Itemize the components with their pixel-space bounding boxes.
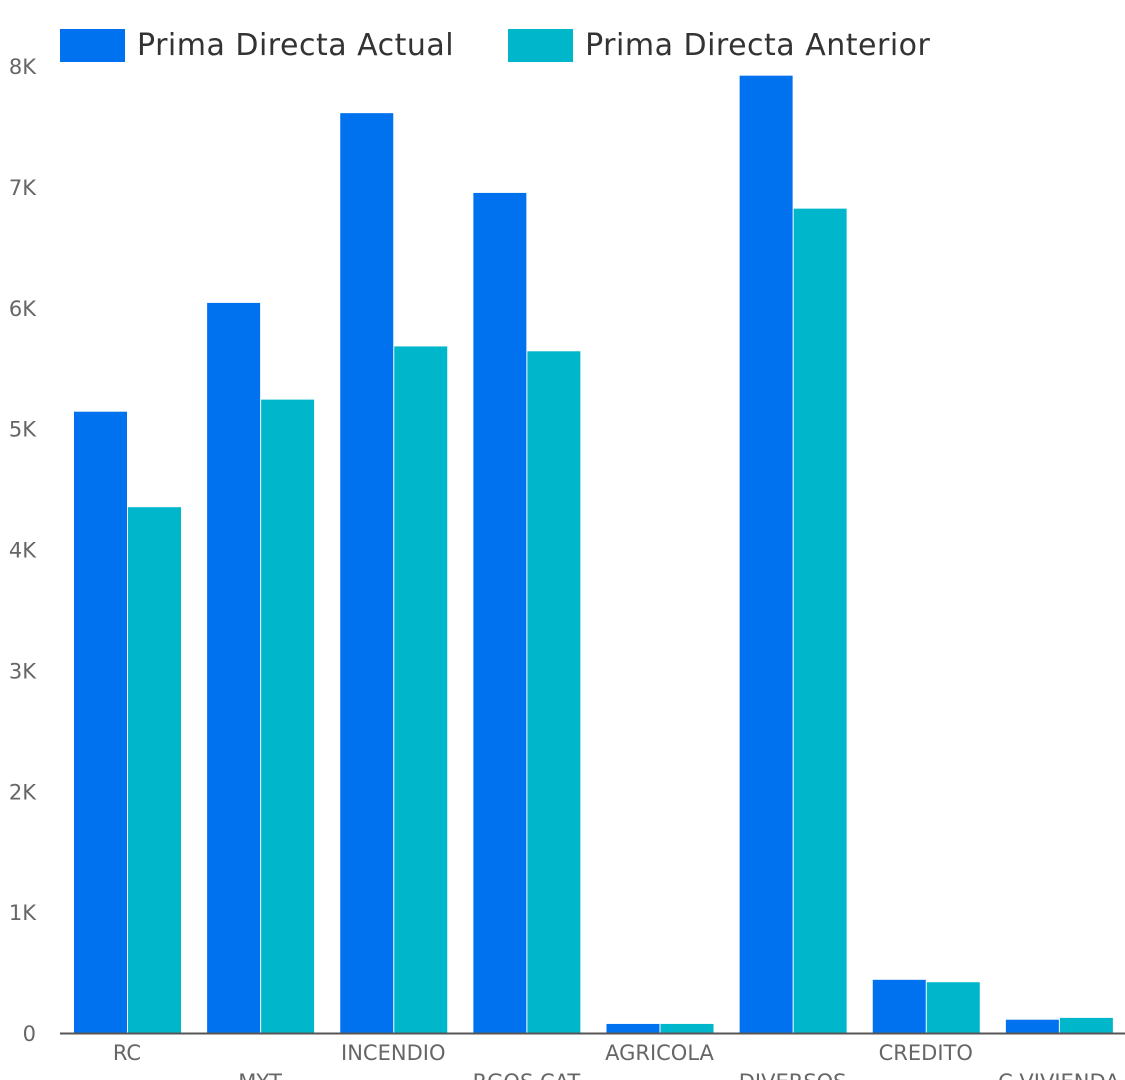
bar-myt-anterior[interactable] [261,399,315,1033]
bar-c-vivienda-actual[interactable] [1005,1019,1059,1033]
x-tick-label: RGOS CAT [473,1070,581,1080]
bar-rgos-cat-actual[interactable] [473,192,527,1033]
bar-myt-actual[interactable] [207,302,261,1033]
bar-incendio-anterior[interactable] [394,346,448,1033]
bar-c-vivienda-anterior[interactable] [1059,1017,1113,1033]
bar-agricola-actual[interactable] [606,1023,660,1033]
legend-swatch-anterior [508,29,574,62]
x-tick-label: C.VIVIENDA [998,1070,1120,1080]
x-tick-label: AGRICOLA [605,1041,714,1065]
bar-rgos-cat-anterior[interactable] [527,351,581,1033]
x-tick-label: CREDITO [879,1041,973,1065]
y-tick-label: 2K [9,780,37,804]
chart-legend: Prima Directa Actual Prima Directa Anter… [60,28,930,63]
y-tick-label: 5K [9,418,37,442]
legend-item-anterior[interactable]: Prima Directa Anterior [508,28,930,63]
bar-credito-actual[interactable] [872,979,926,1033]
y-tick-label: 4K [9,539,37,563]
bar-incendio-actual[interactable] [340,113,394,1034]
legend-label-anterior: Prima Directa Anterior [585,28,931,63]
x-tick-label: INCENDIO [341,1041,445,1065]
y-tick-label: 6K [9,297,37,321]
y-tick-label: 0 [23,1022,36,1046]
y-tick-label: 7K [9,176,37,200]
y-axis-ticks: 0 1K 2K 3K 4K 5K 6K 7K 8K [9,55,37,1046]
bar-rc-actual[interactable] [74,411,127,1033]
legend-label-actual: Prima Directa Actual [137,28,455,63]
bar-diversos-actual[interactable] [739,75,793,1034]
legend-item-actual[interactable]: Prima Directa Actual [60,28,454,63]
x-axis-ticks: RC MYT INCENDIO RGOS CAT AGRICOLA DIVERSOS CRE… [113,1041,1120,1080]
bar-diversos-anterior[interactable] [793,208,847,1033]
x-tick-label: MYT [238,1070,282,1080]
y-tick-label: 3K [9,659,37,683]
y-tick-label: 8K [9,55,37,79]
legend-swatch-actual [60,29,125,62]
bar-agricola-anterior[interactable] [660,1023,714,1033]
bar-rc-anterior[interactable] [128,507,181,1034]
x-tick-label: DIVERSOS [739,1070,847,1080]
y-tick-label: 1K [9,901,37,925]
bars-group [74,75,1113,1034]
bar-credito-anterior[interactable] [926,982,980,1033]
x-tick-label: RC [113,1041,141,1065]
